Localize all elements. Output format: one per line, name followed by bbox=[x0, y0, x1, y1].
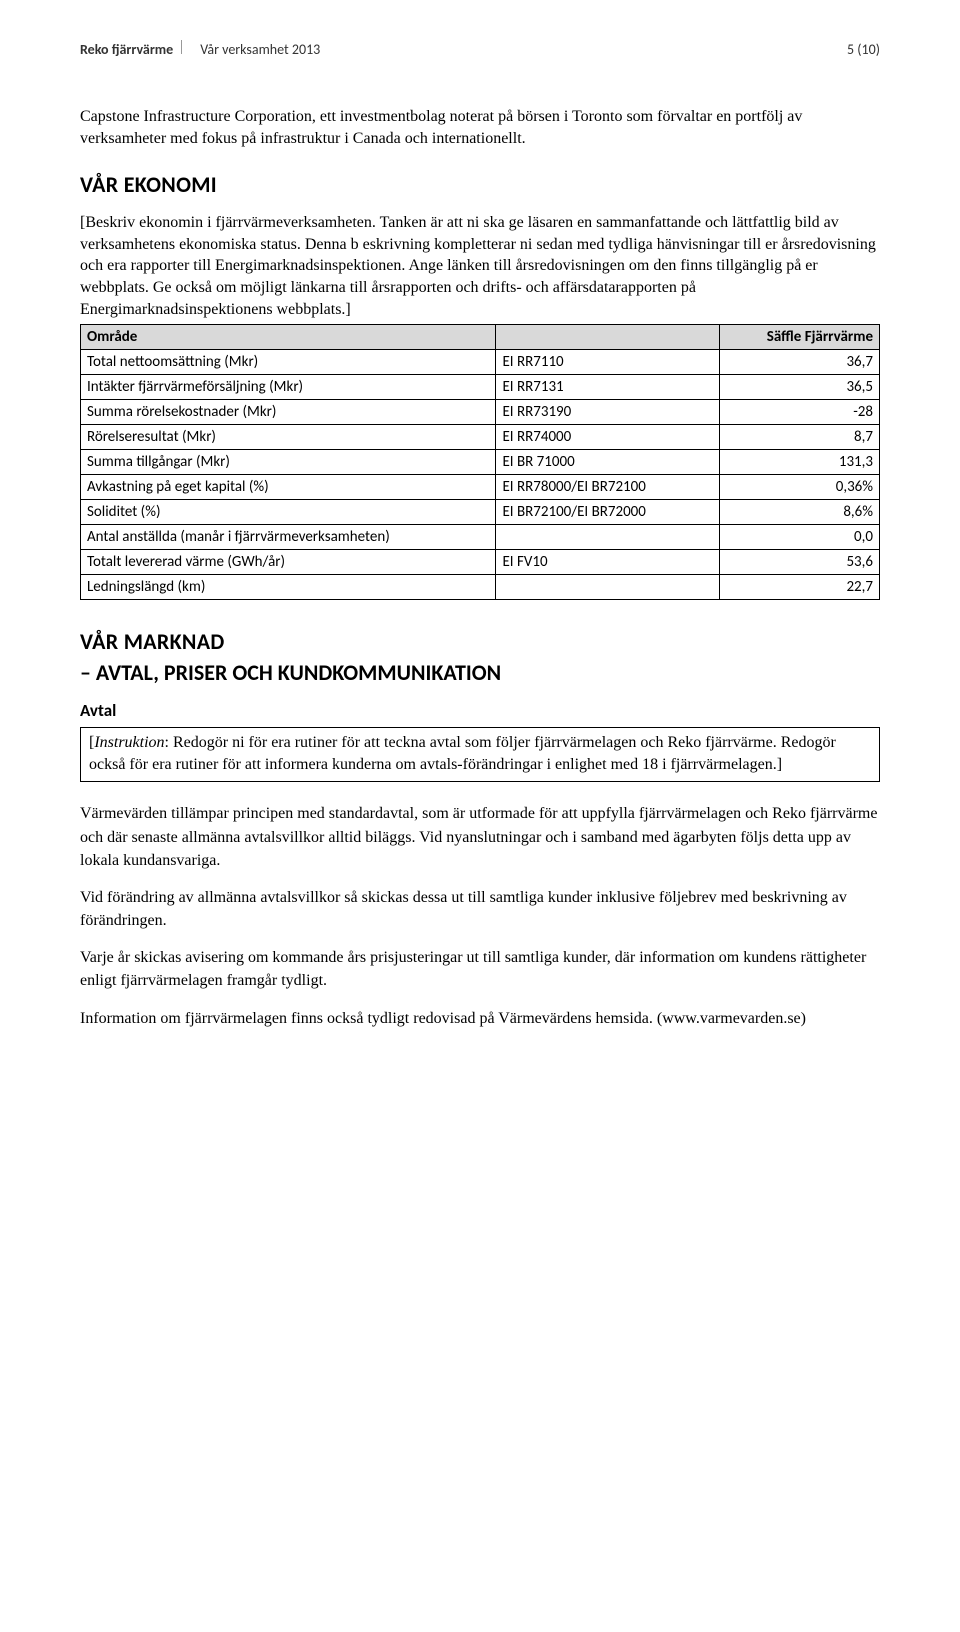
table-row: Summa rörelsekostnader (Mkr)EI RR73190-2… bbox=[81, 400, 880, 425]
cell-value: 36,7 bbox=[720, 350, 880, 375]
header-doc-title: Reko fjärrvärme bbox=[80, 41, 173, 58]
cell-label: Rörelseresultat (Mkr) bbox=[81, 425, 496, 450]
table-row: Intäkter fjärrvärmeförsäljning (Mkr)EI R… bbox=[81, 375, 880, 400]
th-area: Område bbox=[81, 325, 496, 350]
avtal-para-4: Information om fjärrvärmelagen finns ock… bbox=[80, 1007, 880, 1030]
cell-value: -28 bbox=[720, 400, 880, 425]
ekonomi-heading: VÅR EKONOMI bbox=[80, 171, 880, 198]
avtal-heading: Avtal bbox=[80, 700, 880, 721]
box-rest: : Redogör ni för era rutiner för att tec… bbox=[89, 734, 836, 773]
cell-code: EI RR7131 bbox=[496, 375, 720, 400]
cell-label: Soliditet (%) bbox=[81, 500, 496, 525]
intro-paragraph: Capstone Infrastructure Corporation, ett… bbox=[80, 106, 880, 149]
cell-value: 22,7 bbox=[720, 575, 880, 600]
marknad-subheading: – AVTAL, PRISER OCH KUNDKOMMUNIKATION bbox=[80, 659, 880, 686]
table-row: Ledningslängd (km) 22,7 bbox=[81, 575, 880, 600]
cell-label: Ledningslängd (km) bbox=[81, 575, 496, 600]
cell-code: EI FV10 bbox=[496, 550, 720, 575]
table-row: Total nettoomsättning (Mkr)EI RR711036,7 bbox=[81, 350, 880, 375]
header-subtitle: Vår verksamhet 2013 bbox=[200, 41, 847, 58]
cell-code: EI RR78000/EI BR72100 bbox=[496, 475, 720, 500]
cell-label: Totalt levererad värme (GWh/år) bbox=[81, 550, 496, 575]
avtal-para-1: Värmevärden tillämpar principen med stan… bbox=[80, 802, 880, 872]
cell-label: Summa rörelsekostnader (Mkr) bbox=[81, 400, 496, 425]
table-row: Avkastning på eget kapital (%)EI RR78000… bbox=[81, 475, 880, 500]
th-value: Säffle Fjärrvärme bbox=[720, 325, 880, 350]
cell-label: Total nettoomsättning (Mkr) bbox=[81, 350, 496, 375]
cell-value: 8,6% bbox=[720, 500, 880, 525]
cell-code: EI RR7110 bbox=[496, 350, 720, 375]
header-page-number: 5 (10) bbox=[847, 41, 880, 58]
page-header: Reko fjärrvärme Vår verksamhet 2013 5 (1… bbox=[80, 40, 880, 58]
cell-value: 36,5 bbox=[720, 375, 880, 400]
cell-label: Intäkter fjärrvärmeförsäljning (Mkr) bbox=[81, 375, 496, 400]
ekonomi-instruction: [Beskriv ekonomin i fjärrvärmeverksamhet… bbox=[80, 212, 880, 320]
cell-value: 0,0 bbox=[720, 525, 880, 550]
cell-code: EI BR72100/EI BR72000 bbox=[496, 500, 720, 525]
cell-label: Summa tillgångar (Mkr) bbox=[81, 450, 496, 475]
table-row: Rörelseresultat (Mkr)EI RR740008,7 bbox=[81, 425, 880, 450]
cell-code: EI RR73190 bbox=[496, 400, 720, 425]
cell-code: EI BR 71000 bbox=[496, 450, 720, 475]
header-divider bbox=[181, 40, 182, 54]
cell-value: 131,3 bbox=[720, 450, 880, 475]
cell-value: 53,6 bbox=[720, 550, 880, 575]
ekonomi-table: Område Säffle Fjärrvärme Total nettoomsä… bbox=[80, 324, 880, 600]
cell-value: 8,7 bbox=[720, 425, 880, 450]
box-italic: Instruktion bbox=[94, 734, 164, 751]
table-row: Antal anställda (manår i fjärrvärmeverks… bbox=[81, 525, 880, 550]
table-row: Summa tillgångar (Mkr)EI BR 71000131,3 bbox=[81, 450, 880, 475]
th-blank bbox=[496, 325, 720, 350]
table-row: Soliditet (%)EI BR72100/EI BR720008,6% bbox=[81, 500, 880, 525]
cell-code: EI RR74000 bbox=[496, 425, 720, 450]
avtal-instruction-box: [Instruktion: Redogör ni för era rutiner… bbox=[80, 727, 880, 782]
cell-label: Antal anställda (manår i fjärrvärmeverks… bbox=[81, 525, 496, 550]
marknad-heading: VÅR MARKNAD bbox=[80, 628, 880, 655]
cell-code bbox=[496, 525, 720, 550]
table-row: Totalt levererad värme (GWh/år)EI FV1053… bbox=[81, 550, 880, 575]
cell-value: 0,36% bbox=[720, 475, 880, 500]
cell-label: Avkastning på eget kapital (%) bbox=[81, 475, 496, 500]
table-header-row: Område Säffle Fjärrvärme bbox=[81, 325, 880, 350]
cell-code bbox=[496, 575, 720, 600]
avtal-para-2: Vid förändring av allmänna avtalsvillkor… bbox=[80, 886, 880, 932]
avtal-para-3: Varje år skickas avisering om kommande å… bbox=[80, 946, 880, 992]
